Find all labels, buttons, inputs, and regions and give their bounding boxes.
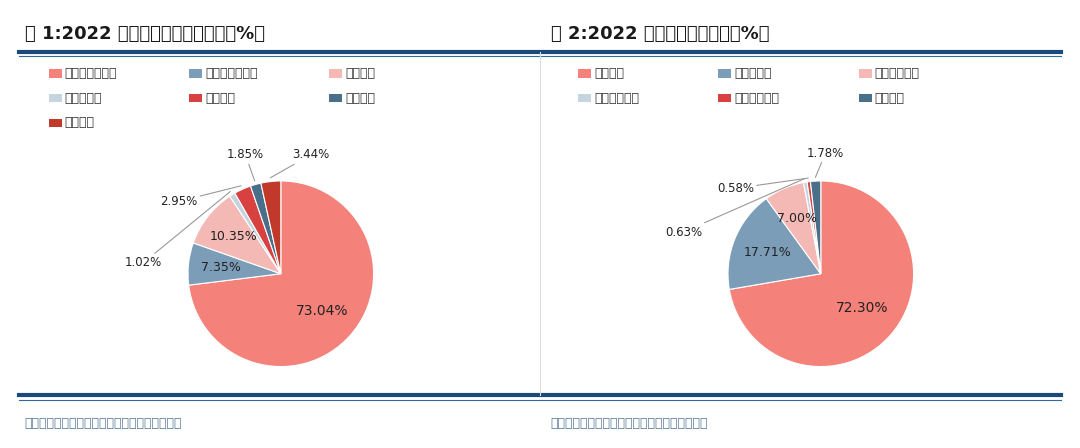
Text: 职业年金: 职业年金 xyxy=(346,91,376,105)
Text: 73.04%: 73.04% xyxy=(296,304,349,318)
Text: 0.63%: 0.63% xyxy=(665,179,805,238)
Text: 1.02%: 1.02% xyxy=(125,191,230,269)
Text: 资产支持计划: 资产支持计划 xyxy=(734,91,780,105)
Text: 数据来源：中国保险资管业协会，中信建投证券: 数据来源：中国保险资管业协会，中信建投证券 xyxy=(551,417,708,430)
Text: 7.35%: 7.35% xyxy=(201,261,241,274)
Wedge shape xyxy=(251,183,281,274)
Text: 72.30%: 72.30% xyxy=(836,302,888,315)
Text: 专户业务: 专户业务 xyxy=(594,67,624,80)
Text: 其他业务: 其他业务 xyxy=(875,91,905,105)
Text: 1.78%: 1.78% xyxy=(807,146,845,177)
Text: 3.44%: 3.44% xyxy=(270,148,329,178)
Text: 企业年金: 企业年金 xyxy=(205,91,235,105)
Text: 17.71%: 17.71% xyxy=(744,246,792,258)
Text: 其他资金: 其他资金 xyxy=(65,116,95,129)
Text: 组合类产品: 组合类产品 xyxy=(734,67,772,80)
Text: 股权投资计划: 股权投资计划 xyxy=(594,91,639,105)
Text: 10.35%: 10.35% xyxy=(210,230,257,243)
Wedge shape xyxy=(193,196,281,274)
Wedge shape xyxy=(189,181,374,366)
Text: 第三方保险资金: 第三方保险资金 xyxy=(205,67,258,80)
Text: 图 1:2022 年保险资管业资金来源（%）: 图 1:2022 年保险资管业资金来源（%） xyxy=(25,25,265,43)
Text: 0.58%: 0.58% xyxy=(717,178,808,195)
Text: 系统内保险资金: 系统内保险资金 xyxy=(65,67,118,80)
Wedge shape xyxy=(230,193,281,274)
Wedge shape xyxy=(767,183,821,274)
Wedge shape xyxy=(729,181,914,366)
Text: 债券投资计划: 债券投资计划 xyxy=(875,67,920,80)
Text: 数据来源：中国保险资管业协会，中信建投证券: 数据来源：中国保险资管业协会，中信建投证券 xyxy=(25,417,183,430)
Text: 7.00%: 7.00% xyxy=(777,212,816,225)
Text: 1.85%: 1.85% xyxy=(227,148,265,181)
Wedge shape xyxy=(188,243,281,285)
Text: 银行资金: 银行资金 xyxy=(346,67,376,80)
Wedge shape xyxy=(728,198,821,289)
Text: 2.95%: 2.95% xyxy=(160,186,241,208)
Wedge shape xyxy=(810,181,821,274)
Wedge shape xyxy=(261,181,281,274)
Text: 基本养老金: 基本养老金 xyxy=(65,91,103,105)
Wedge shape xyxy=(234,186,281,274)
Text: 图 2:2022 保险资管产品结构（%）: 图 2:2022 保险资管产品结构（%） xyxy=(551,25,769,43)
Wedge shape xyxy=(804,182,821,274)
Wedge shape xyxy=(807,181,821,274)
